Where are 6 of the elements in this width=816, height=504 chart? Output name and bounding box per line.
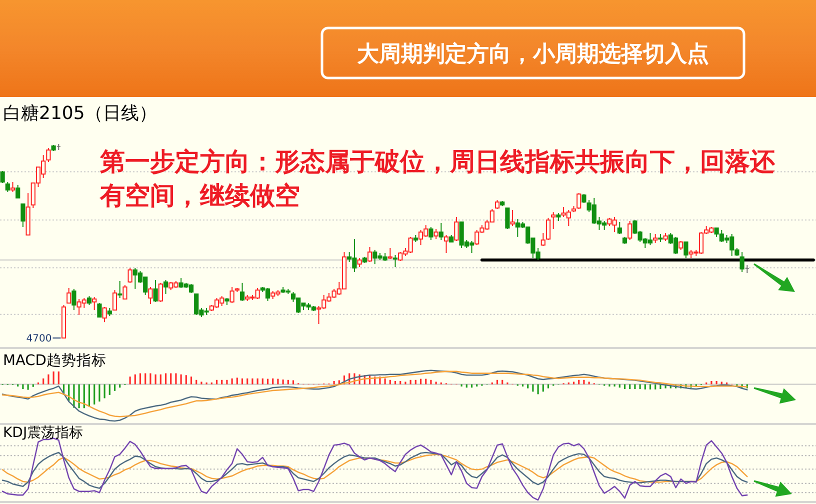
annotation: 4700: [26, 334, 52, 344]
annotation: 第一步定方向：形态属于破位，周日线指标共振向下，回落还有空间，继续做空: [99, 147, 776, 210]
chart-title: 白糖2105（日线）: [3, 103, 157, 124]
chart-subtitle: 大周期判定方向，小周期选择切入点: [357, 41, 709, 67]
chart-title: KDJ震荡指标: [3, 425, 84, 441]
chart-title: MACD趋势指标: [3, 352, 106, 369]
